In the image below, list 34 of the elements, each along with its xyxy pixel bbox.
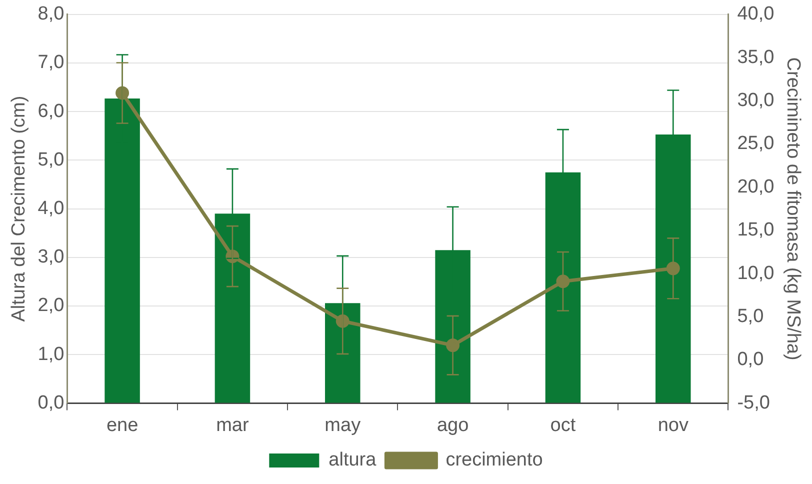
y2-tick-label: 30,0	[737, 90, 774, 112]
y-tick-label: 1,0	[38, 344, 64, 365]
y-tick-label: 6,0	[38, 100, 64, 122]
x-tick-label: mar	[216, 414, 250, 436]
y2-axis-title: Crecimineto de fitomasa (kg MS/ha)	[782, 57, 804, 360]
y-tick-label: 7,0	[38, 52, 64, 74]
y2-tick-label: 15,0	[737, 220, 774, 241]
y-tick-label: 8,0	[38, 4, 64, 25]
point	[336, 314, 350, 328]
x-tick-label: ago	[436, 414, 469, 436]
y2-tick-label: 0,0	[737, 349, 764, 370]
point	[446, 338, 460, 352]
x-tick-label: oct	[550, 414, 576, 436]
legend-label: crecimiento	[446, 450, 543, 471]
point	[666, 262, 680, 276]
y-tick-label: 4,0	[38, 198, 64, 220]
y-tick-label: 5,0	[38, 149, 64, 170]
legend-label: altura	[328, 450, 377, 471]
y-axis-title: Altura del Crecimento (cm)	[8, 96, 30, 322]
y2-tick-label: 35,0	[737, 46, 774, 68]
y-tick-label: 3,0	[38, 246, 64, 268]
y-tick-label: 2,0	[38, 295, 64, 316]
y-tick-label: 0,0	[38, 392, 64, 414]
y2-tick-label: 10,0	[737, 262, 774, 284]
x-tick-label: may	[324, 414, 362, 436]
y2-tick-label: -5,0	[737, 392, 770, 414]
y2-tick-label: 20,0	[737, 176, 774, 198]
point	[556, 274, 570, 288]
y2-tick-label: 25,0	[737, 133, 774, 154]
x-tick-label: ene	[106, 414, 138, 436]
y2-tick-label: 40,0	[737, 4, 774, 25]
x-tick-label: nov	[658, 414, 689, 436]
y2-tick-label: 5,0	[737, 306, 764, 328]
point	[116, 86, 130, 100]
